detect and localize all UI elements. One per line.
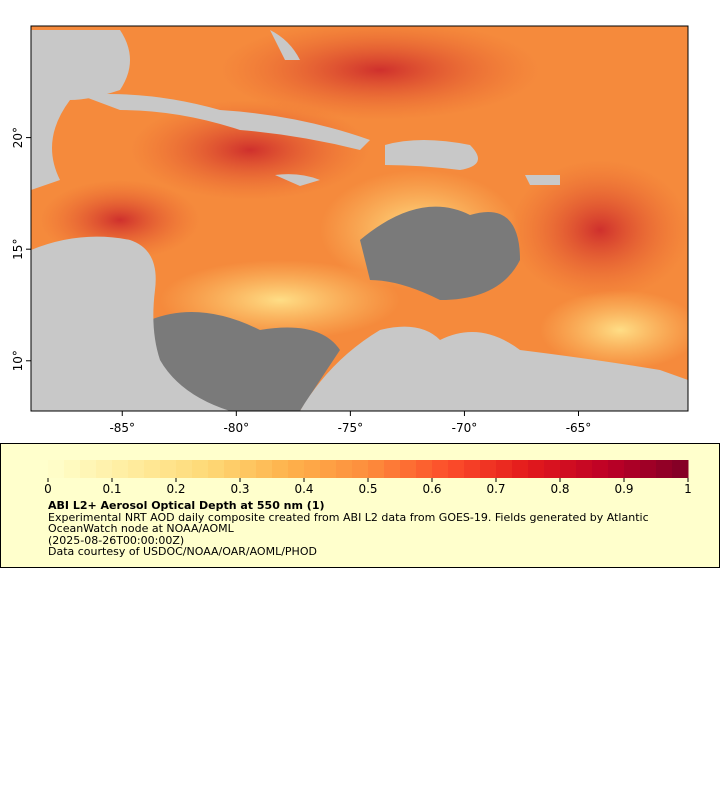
y-tick-label: 15° bbox=[11, 239, 25, 260]
map-raster bbox=[31, 26, 688, 411]
colorbar-band bbox=[640, 460, 657, 478]
colorbar-band bbox=[576, 460, 593, 478]
colorbar-band bbox=[544, 460, 561, 478]
colorbar-tick-label: 0.5 bbox=[358, 482, 377, 496]
colorbar-band bbox=[624, 460, 641, 478]
colorbar-band bbox=[368, 460, 385, 478]
colorbar-band bbox=[384, 460, 401, 478]
colorbar-tick-label: 0.2 bbox=[166, 482, 185, 496]
colorbar-band bbox=[336, 460, 353, 478]
colorbar-band bbox=[288, 460, 305, 478]
colorbar-tick-label: 0.9 bbox=[614, 482, 633, 496]
caption-description: Experimental NRT AOD daily composite cre… bbox=[48, 510, 649, 535]
colorbar-band bbox=[448, 460, 465, 478]
colorbar-band bbox=[192, 460, 209, 478]
caption: ABI L2+ Aerosol Optical Depth at 550 nm … bbox=[48, 500, 688, 558]
colorbar-tick-label: 0.3 bbox=[230, 482, 249, 496]
x-tick-label: -65° bbox=[566, 421, 592, 435]
colorbar-band bbox=[320, 460, 337, 478]
colorbar-band bbox=[608, 460, 625, 478]
colorbar-band bbox=[64, 460, 81, 478]
y-tick-label: 10° bbox=[11, 350, 25, 371]
colorbar-tick-label: 0.8 bbox=[550, 482, 569, 496]
colorbar-band bbox=[656, 460, 673, 478]
colorbar-band bbox=[80, 460, 97, 478]
colorbar-band bbox=[272, 460, 289, 478]
colorbar-tick-label: 1 bbox=[684, 482, 692, 496]
colorbar-band bbox=[512, 460, 529, 478]
colorbar-band bbox=[176, 460, 193, 478]
colorbar-tick-label: 0 bbox=[44, 482, 52, 496]
colorbar-band bbox=[128, 460, 145, 478]
colorbar-band bbox=[464, 460, 481, 478]
caption-time: (2025-08-26T00:00:00Z) bbox=[48, 533, 185, 547]
colorbar-tick-label: 0.6 bbox=[422, 482, 441, 496]
y-tick-label: 20° bbox=[11, 127, 25, 148]
colorbar-band bbox=[112, 460, 129, 478]
colorbar-band bbox=[224, 460, 241, 478]
colorbar-band bbox=[496, 460, 513, 478]
colorbar-band bbox=[144, 460, 161, 478]
caption-credit: Data courtesy of USDOC/NOAA/OAR/AOML/PHO… bbox=[48, 545, 317, 558]
colorbar-band bbox=[96, 460, 113, 478]
x-tick-label: -85° bbox=[109, 421, 135, 435]
colorbar-band bbox=[304, 460, 321, 478]
colorbar-band bbox=[560, 460, 577, 478]
colorbar-band bbox=[48, 460, 65, 478]
x-tick-label: -75° bbox=[338, 421, 364, 435]
colorbar-band bbox=[480, 460, 497, 478]
map-frame bbox=[30, 25, 689, 412]
colorbar-band bbox=[592, 460, 609, 478]
colorbar-band bbox=[400, 460, 417, 478]
colorbar-band bbox=[256, 460, 273, 478]
colorbar-band bbox=[240, 460, 257, 478]
colorbar-band bbox=[160, 460, 177, 478]
colorbar-tick-label: 0.7 bbox=[486, 482, 505, 496]
colorbar-band bbox=[416, 460, 433, 478]
colorbar-band bbox=[672, 460, 689, 478]
colorbar-band bbox=[432, 460, 449, 478]
colorbar-band bbox=[528, 460, 545, 478]
x-tick-label: -70° bbox=[452, 421, 478, 435]
colorbar-tick-label: 0.1 bbox=[102, 482, 121, 496]
colorbar-tick-label: 0.4 bbox=[294, 482, 313, 496]
caption-title: ABI L2+ Aerosol Optical Depth at 550 nm … bbox=[48, 499, 325, 512]
colorbar-band bbox=[208, 460, 225, 478]
colorbar-band bbox=[352, 460, 369, 478]
x-tick-label: -80° bbox=[224, 421, 250, 435]
